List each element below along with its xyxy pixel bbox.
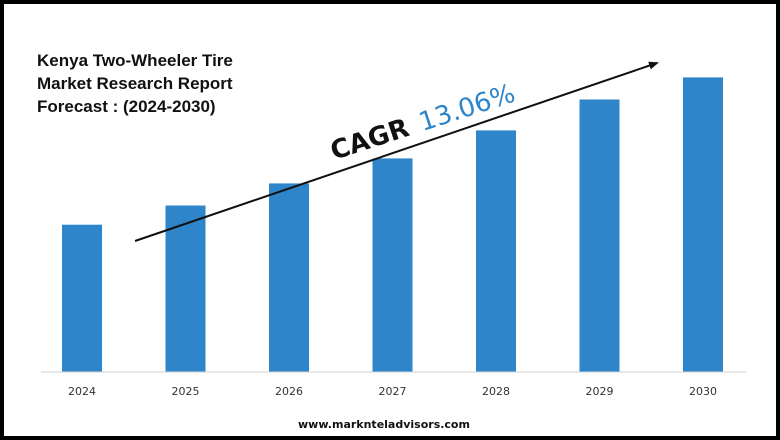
- footer-url: www.marknteladvisors.com: [298, 418, 470, 431]
- x-axis-ticks: 2024 2025 2026 2027 2028 2029 2030: [68, 385, 717, 398]
- x-tick-label-2028: 2028: [482, 385, 510, 398]
- bar-2026: [269, 183, 309, 372]
- x-tick-label-2029: 2029: [586, 385, 614, 398]
- bar-2027: [372, 158, 413, 372]
- x-tick-label-2026: 2026: [275, 385, 303, 398]
- bar-2025: [165, 205, 206, 372]
- bar-chart: Kenya Two-Wheeler Tire Market Research R…: [37, 51, 746, 431]
- bar-2030: [683, 77, 723, 373]
- chart-title-line-3: Forecast : (2024-2030): [37, 97, 216, 116]
- cagr-value: 13.06%: [415, 79, 519, 138]
- bar-2028: [476, 130, 516, 372]
- x-tick-label-2025: 2025: [172, 385, 200, 398]
- x-tick-label-2024: 2024: [68, 385, 96, 398]
- bars: [62, 77, 723, 373]
- chart-title-line-2: Market Research Report: [37, 74, 233, 93]
- bar-2024: [62, 224, 102, 372]
- trend-arrow: [134, 61, 659, 242]
- bar-2029: [579, 99, 620, 372]
- chart-title-line-1: Kenya Two-Wheeler Tire: [37, 51, 233, 70]
- x-tick-label-2030: 2030: [689, 385, 717, 398]
- chart-card: Kenya Two-Wheeler Tire Market Research R…: [4, 4, 776, 436]
- x-tick-label-2027: 2027: [379, 385, 407, 398]
